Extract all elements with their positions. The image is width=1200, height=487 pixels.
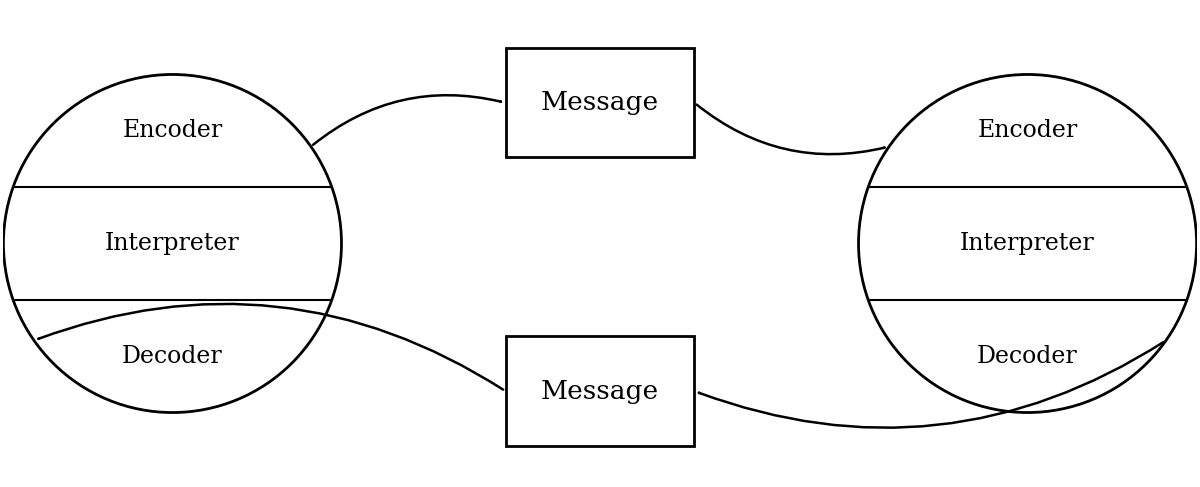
FancyArrowPatch shape (697, 105, 884, 154)
FancyArrowPatch shape (38, 304, 503, 390)
FancyArrowPatch shape (698, 342, 1164, 428)
Text: Message: Message (541, 90, 659, 115)
Text: Message: Message (541, 379, 659, 404)
Bar (505, 337, 695, 446)
Text: Interpreter: Interpreter (106, 232, 240, 255)
Bar (505, 48, 695, 157)
Text: Encoder: Encoder (978, 119, 1078, 142)
Text: Decoder: Decoder (977, 345, 1078, 368)
Circle shape (4, 75, 342, 412)
Text: Interpreter: Interpreter (960, 232, 1094, 255)
Text: Decoder: Decoder (122, 345, 223, 368)
Text: Encoder: Encoder (122, 119, 222, 142)
Circle shape (858, 75, 1196, 412)
FancyArrowPatch shape (313, 95, 500, 145)
